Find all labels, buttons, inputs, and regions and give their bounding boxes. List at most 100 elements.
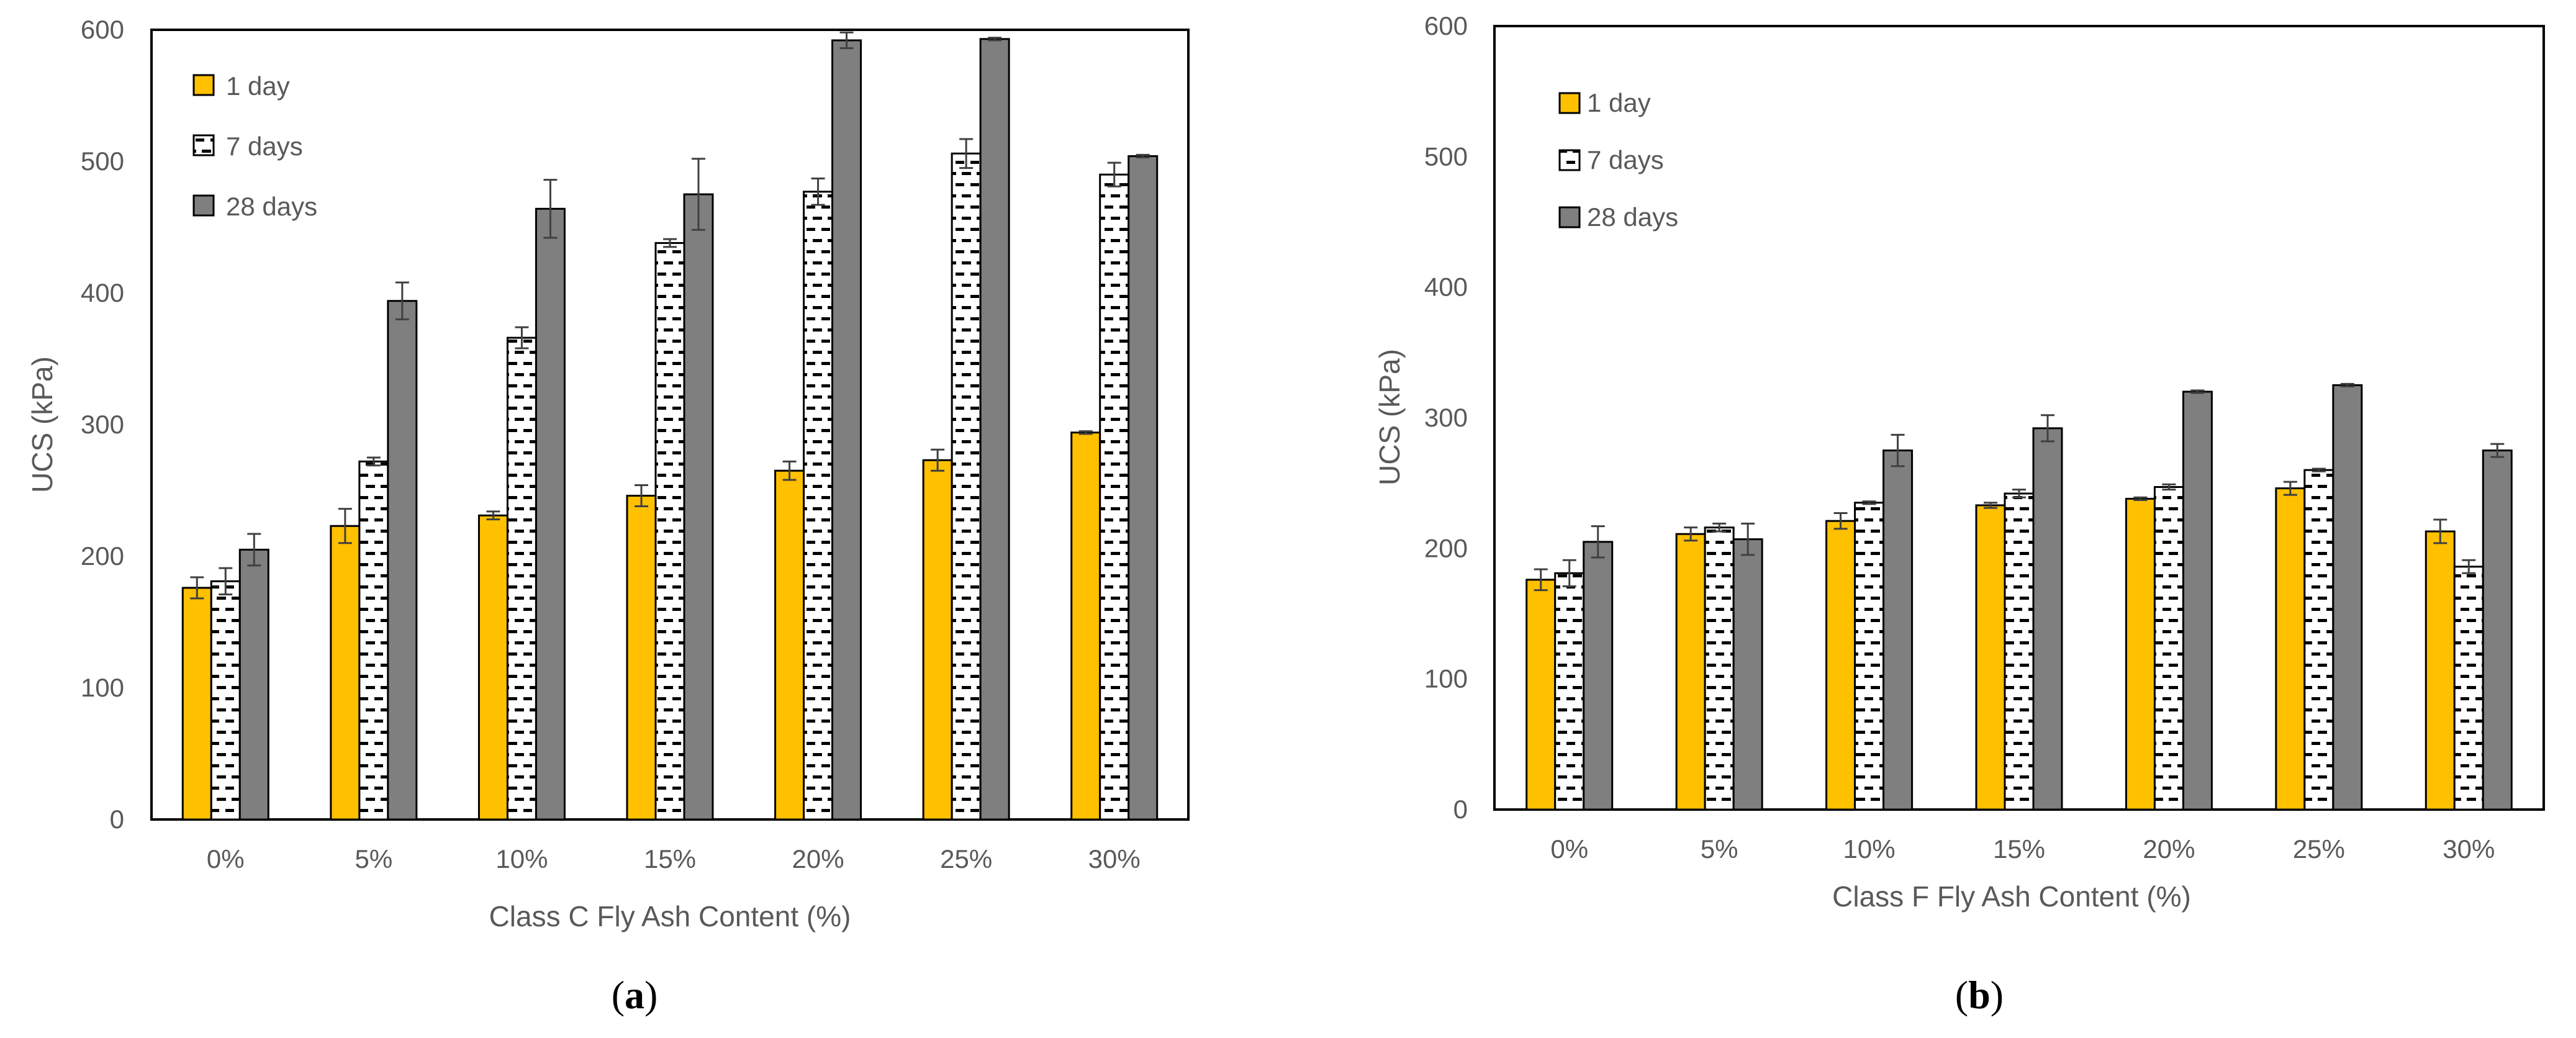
- bar-28-days: [238, 548, 269, 821]
- bar-1-day: [2425, 530, 2456, 811]
- x-axis-title-a: Class C Fly Ash Content (%): [489, 900, 851, 932]
- error-bar: [1078, 430, 1093, 435]
- y-ticks-a: 0 100 200 300 400 500 600: [81, 15, 124, 834]
- error-bar: [486, 510, 500, 521]
- y-tick-label: 500: [81, 147, 124, 176]
- legend-label-28-days: 28 days: [226, 192, 317, 221]
- error-bar: [1741, 522, 1755, 556]
- error-bar: [2283, 481, 2297, 496]
- error-bar: [2462, 559, 2476, 574]
- bar-28-days: [1882, 449, 1914, 811]
- error-bar: [2340, 382, 2354, 388]
- x-tick-label: 15%: [1993, 834, 2045, 864]
- x-tick-label: 0%: [1550, 834, 1588, 864]
- error-bar: [988, 37, 1002, 42]
- bar-7-days: [803, 191, 834, 821]
- error-bar: [1562, 559, 1576, 587]
- error-bar: [247, 533, 261, 567]
- panel-caption-a: (a): [612, 973, 658, 1017]
- bar-7-days: [1854, 502, 1885, 811]
- error-bar: [2190, 389, 2205, 394]
- x-tick-label: 10%: [495, 844, 548, 873]
- error-bar: [2041, 414, 2054, 443]
- bar-7-days: [210, 580, 241, 821]
- error-bar: [1591, 525, 1605, 559]
- legend-label-28-days: 28 days: [1587, 202, 1678, 232]
- bar-7-days: [1554, 572, 1585, 811]
- error-bar: [931, 448, 945, 472]
- error-bar: [635, 484, 648, 507]
- bar-1-day: [2125, 497, 2156, 811]
- legend-swatch-7-days: [192, 134, 215, 156]
- error-bar: [1833, 512, 1848, 530]
- bar-28-days: [979, 38, 1010, 821]
- bar-1-day: [1525, 579, 1557, 811]
- y-tick-label: 400: [81, 278, 124, 307]
- x-tick-label: 20%: [2143, 834, 2195, 864]
- bar-1-day: [1975, 504, 2006, 811]
- error-bar: [395, 281, 409, 320]
- y-tick-label: 0: [110, 805, 124, 834]
- bar-28-days: [387, 300, 418, 821]
- bar-1-day: [477, 514, 508, 821]
- error-bar: [1984, 502, 1997, 509]
- bar-28-days: [2482, 449, 2513, 811]
- y-tick-label: 200: [81, 541, 124, 571]
- bar-28-days: [1583, 541, 1614, 811]
- y-axis-title-a: UCS (kPa): [26, 356, 58, 493]
- x-tick-label: 30%: [2443, 834, 2495, 864]
- error-bar: [2012, 489, 2026, 499]
- bar-28-days: [683, 193, 714, 821]
- y-tick-label: 0: [1453, 795, 1468, 824]
- legend-label-7-days: 7 days: [1587, 145, 1664, 174]
- bar-1-day: [626, 494, 657, 821]
- legend-b: 1 day 7 days 28 days: [1558, 88, 1678, 232]
- legend-swatch-1-day: [1558, 92, 1581, 114]
- bar-7-days: [506, 336, 537, 821]
- bar-1-day: [1675, 533, 1706, 811]
- error-bar: [2490, 443, 2505, 458]
- bar-1-day: [922, 459, 953, 821]
- bar-1-day: [1825, 520, 1856, 811]
- x-tick-label: 20%: [792, 844, 844, 873]
- bar-1-day: [181, 587, 212, 821]
- x-tick-label: 10%: [1843, 834, 1896, 864]
- y-axis-title-b: UCS (kPa): [1373, 349, 1406, 485]
- error-bar: [2162, 483, 2176, 491]
- x-tick-label: 5%: [1701, 834, 1738, 864]
- y-tick-label: 400: [1424, 273, 1468, 302]
- bar-1-day: [1070, 431, 1101, 821]
- y-tick-label: 100: [81, 673, 124, 702]
- x-axis-title-b: Class F Fly Ash Content (%): [1832, 880, 2191, 913]
- error-bar: [2133, 496, 2148, 502]
- error-bar: [190, 576, 204, 600]
- x-tick-label: 5%: [355, 844, 393, 873]
- x-tick-label: 30%: [1088, 844, 1141, 873]
- error-bar: [1684, 526, 1698, 542]
- error-bar: [782, 460, 797, 481]
- error-bar: [543, 179, 558, 239]
- error-bar: [219, 567, 233, 595]
- x-ticks-a: 0% 5% 10% 15% 20% 25% 30%: [207, 844, 1141, 873]
- legend-label-7-days: 7 days: [226, 132, 303, 161]
- error-bar: [839, 31, 854, 50]
- error-bar: [692, 158, 705, 231]
- y-tick-label: 600: [81, 15, 124, 44]
- error-bar: [663, 238, 677, 248]
- bars-b: [1525, 382, 2513, 811]
- bar-7-days: [1099, 173, 1130, 821]
- error-bar: [1862, 500, 1876, 505]
- legend-label-1-day: 1 day: [226, 71, 290, 101]
- error-bar: [2312, 467, 2326, 472]
- y-tick-label: 300: [81, 410, 124, 439]
- bar-28-days: [535, 207, 566, 821]
- bar-7-days: [2004, 492, 2035, 811]
- bar-7-days: [2153, 485, 2184, 811]
- bar-28-days: [831, 39, 862, 821]
- error-bar: [959, 138, 974, 169]
- y-tick-label: 500: [1424, 142, 1468, 171]
- error-bar: [1136, 153, 1150, 159]
